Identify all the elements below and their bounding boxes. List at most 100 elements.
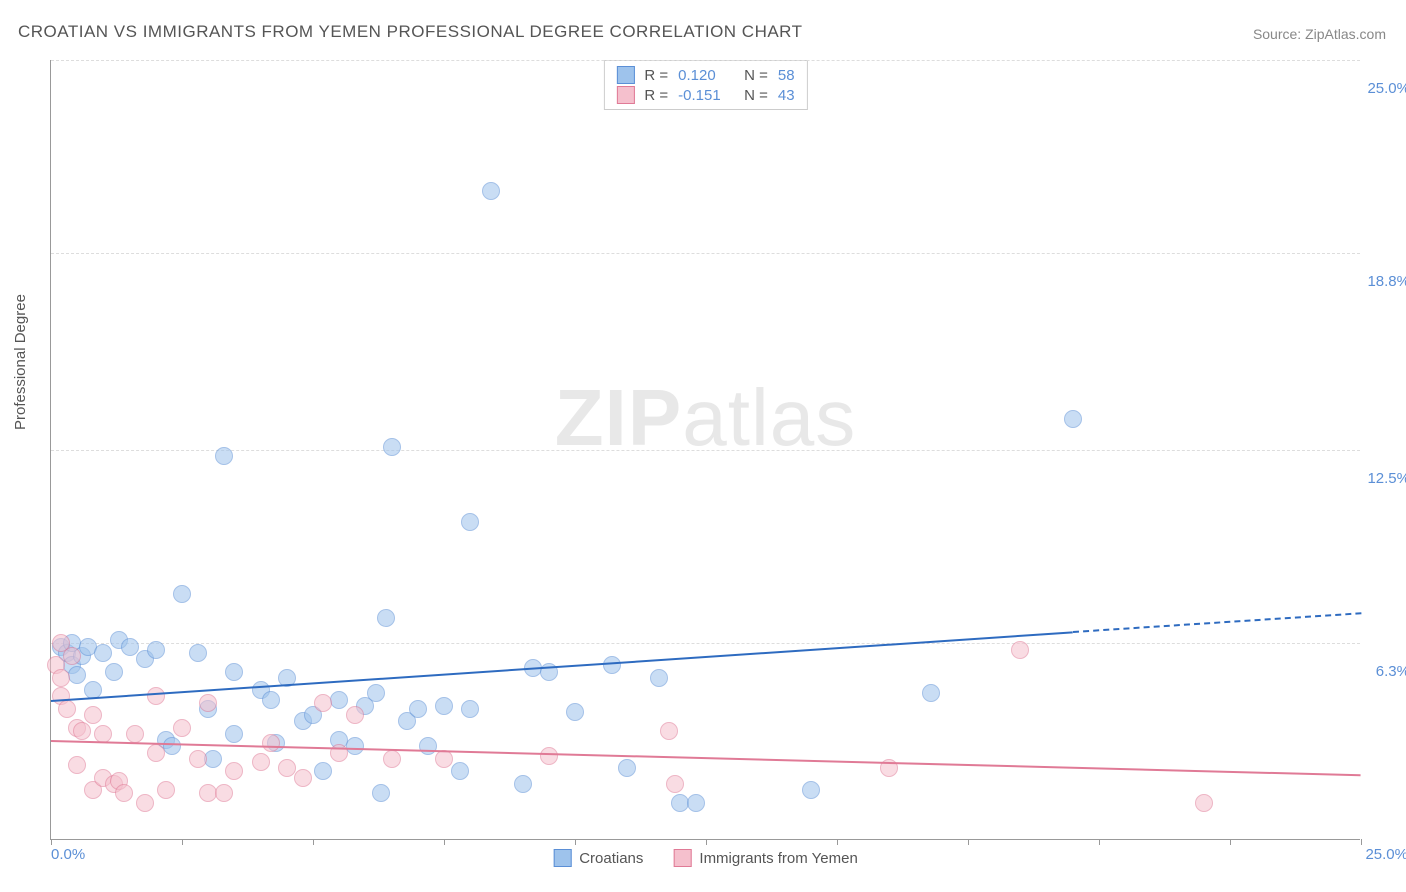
legend-series-item: Immigrants from Yemen <box>673 849 857 867</box>
x-tick <box>968 839 969 845</box>
data-point <box>189 750 207 768</box>
data-point <box>409 700 427 718</box>
data-point <box>68 756 86 774</box>
x-tick <box>1361 839 1362 845</box>
data-point <box>173 585 191 603</box>
data-point <box>1064 410 1082 428</box>
data-point <box>136 794 154 812</box>
data-point <box>435 750 453 768</box>
x-tick-label-min: 0.0% <box>51 846 85 863</box>
data-point <box>540 747 558 765</box>
data-point <box>618 759 636 777</box>
legend-n-label: N = <box>744 67 768 84</box>
x-tick <box>313 839 314 845</box>
data-point <box>262 691 280 709</box>
gridline <box>51 450 1360 451</box>
data-point <box>514 775 532 793</box>
data-point <box>126 725 144 743</box>
data-point <box>461 513 479 531</box>
legend-stat-row: R =-0.151N =43 <box>616 85 794 105</box>
data-point <box>802 781 820 799</box>
data-point <box>84 706 102 724</box>
data-point <box>115 784 133 802</box>
data-point <box>147 744 165 762</box>
legend-n-value: 43 <box>778 87 795 104</box>
x-tick <box>1099 839 1100 845</box>
legend-stat-row: R = 0.120 N = 58 <box>616 65 794 85</box>
data-point <box>204 750 222 768</box>
data-point <box>225 663 243 681</box>
y-axis-label: Professional Degree <box>12 294 29 430</box>
trend-line <box>51 740 1361 776</box>
legend-swatch <box>616 86 634 104</box>
data-point <box>73 722 91 740</box>
data-point <box>252 753 270 771</box>
data-point <box>58 700 76 718</box>
data-point <box>262 734 280 752</box>
y-tick-label: 18.8% <box>1360 273 1406 290</box>
data-point <box>377 609 395 627</box>
legend-swatch <box>673 849 691 867</box>
data-point <box>68 666 86 684</box>
x-tick <box>1230 839 1231 845</box>
data-point <box>666 775 684 793</box>
trend-line <box>1073 612 1361 633</box>
data-point <box>225 725 243 743</box>
data-point <box>650 669 668 687</box>
data-point <box>1195 794 1213 812</box>
data-point <box>94 725 112 743</box>
data-point <box>419 737 437 755</box>
data-point <box>314 694 332 712</box>
data-point <box>215 447 233 465</box>
x-tick <box>837 839 838 845</box>
data-point <box>121 638 139 656</box>
data-point <box>63 647 81 665</box>
data-point <box>1011 641 1029 659</box>
legend-n-label: N = <box>744 87 768 104</box>
legend-r-value: 0.120 <box>678 67 734 84</box>
x-tick <box>444 839 445 845</box>
gridline <box>51 253 1360 254</box>
data-point <box>147 641 165 659</box>
data-point <box>215 784 233 802</box>
series-legend: Croatians Immigrants from Yemen <box>553 849 858 867</box>
y-tick-label: 6.3% <box>1360 663 1406 680</box>
data-point <box>372 784 390 802</box>
data-point <box>94 644 112 662</box>
legend-n-value: 58 <box>778 67 795 84</box>
plot-area: ZIPatlas R =0.120N =58R =-0.151N =43 Cro… <box>50 60 1360 840</box>
data-point <box>346 706 364 724</box>
legend-r-label: R = <box>644 67 668 84</box>
data-point <box>435 697 453 715</box>
x-tick-label-max: 25.0% <box>1365 846 1406 863</box>
data-point <box>687 794 705 812</box>
data-point <box>199 694 217 712</box>
data-point <box>173 719 191 737</box>
legend-series-label: Croatians <box>579 850 643 867</box>
x-tick <box>182 839 183 845</box>
data-point <box>314 762 332 780</box>
data-point <box>147 687 165 705</box>
data-point <box>330 744 348 762</box>
source-attribution: Source: ZipAtlas.com <box>1253 26 1386 42</box>
data-point <box>189 644 207 662</box>
x-tick <box>51 839 52 845</box>
data-point <box>105 663 123 681</box>
data-point <box>482 182 500 200</box>
data-point <box>294 769 312 787</box>
data-point <box>660 722 678 740</box>
x-tick <box>575 839 576 845</box>
legend-swatch <box>616 66 634 84</box>
data-point <box>383 438 401 456</box>
data-point <box>163 737 181 755</box>
data-point <box>52 669 70 687</box>
correlation-legend: R =0.120N =58R =-0.151N =43 <box>603 60 807 110</box>
data-point <box>157 781 175 799</box>
x-tick <box>706 839 707 845</box>
gridline <box>51 643 1360 644</box>
data-point <box>603 656 621 674</box>
data-point <box>566 703 584 721</box>
data-point <box>225 762 243 780</box>
data-point <box>383 750 401 768</box>
legend-r-label: R = <box>644 87 668 104</box>
